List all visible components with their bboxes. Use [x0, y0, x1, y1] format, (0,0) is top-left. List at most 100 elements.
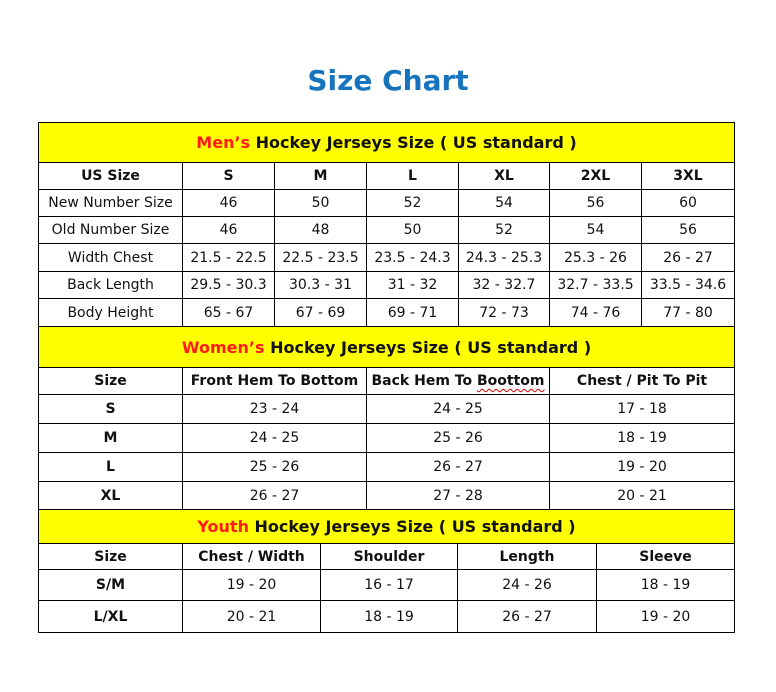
table-cell: 56 [640, 216, 736, 244]
column-header: 3XL [640, 162, 736, 190]
table-row: L 25 - 26 26 - 27 19 - 20 [38, 452, 736, 482]
page-title: Size Chart [307, 64, 469, 97]
column-header-label: Chest / Width [198, 548, 305, 565]
heading-text: Hockey Jerseys Size ( US standard ) [250, 133, 577, 152]
row-label: New Number Size [38, 189, 183, 217]
table-row: XL 26 - 27 27 - 28 20 - 21 [38, 481, 736, 510]
table-cell: 74 - 76 [549, 298, 642, 327]
table-row: S/M 19 - 20 16 - 17 24 - 26 18 - 19 [38, 569, 736, 601]
table-cell: 24 - 25 [182, 423, 367, 453]
heading-category: Men’s [196, 133, 251, 152]
table-row: New Number Size 46 50 52 54 56 60 [38, 189, 736, 217]
table-cell: 50 [274, 189, 367, 217]
table-cell: 31 - 32 [366, 271, 459, 299]
table-cell: 46 [182, 189, 275, 217]
table-cell: 52 [458, 216, 550, 244]
row-label: S/M [38, 569, 183, 601]
column-header: Size [38, 543, 183, 570]
row-label: L/XL [38, 600, 183, 633]
table-cell: 54 [549, 216, 642, 244]
table-cell: 50 [366, 216, 459, 244]
size-chart: Men’s Hockey Jerseys Size ( US standard … [37, 122, 736, 633]
column-header-label: Chest / Pit To Pit [576, 373, 708, 389]
table-cell: 19 - 20 [182, 569, 321, 601]
youth-size-table: Youth Hockey Jerseys Size ( US standard … [37, 509, 736, 633]
table-row: Body Height 65 - 67 67 - 69 69 - 71 72 - 73 7… [38, 298, 736, 327]
column-header: US Size [38, 162, 183, 190]
row-label: Back Length [38, 271, 183, 299]
table-cell: 60 [640, 189, 736, 217]
column-header-label: Size [94, 548, 127, 565]
table-row: Width Chest 21.5 - 22.5 22.5 - 23.5 23.5 - … [38, 243, 736, 272]
table-cell: 18 - 19 [548, 423, 736, 453]
row-label: M [38, 423, 183, 453]
column-header-label: Length [499, 548, 555, 565]
table-cell: 32 - 32.7 [458, 271, 550, 299]
table-cell: 25 - 26 [182, 452, 367, 482]
column-header: Back Hem To Boottom [366, 367, 550, 395]
column-header-label: L [408, 168, 417, 184]
table-cell: 77 - 80 [640, 298, 736, 327]
table-cell: 22.5 - 23.5 [274, 243, 367, 272]
table-cell: 25 - 26 [366, 423, 550, 453]
table-cell: 26 - 27 [366, 452, 550, 482]
column-header: Length [457, 543, 597, 570]
column-header: Chest / Width [182, 543, 321, 570]
table-cell: 27 - 28 [366, 481, 550, 510]
table-cell: 24 - 25 [366, 394, 550, 424]
table-cell: 65 - 67 [182, 298, 275, 327]
row-label: Width Chest [38, 243, 183, 272]
women-size-table: Women’s Hockey Jerseys Size ( US standar… [37, 326, 736, 510]
table-cell: 16 - 17 [320, 569, 458, 601]
column-header-label: US Size [81, 168, 140, 184]
column-header-label: Size [94, 373, 127, 389]
column-header: M [274, 162, 367, 190]
column-header-label: Shoulder [353, 548, 425, 565]
heading-text: Hockey Jerseys Size ( US standard ) [264, 337, 592, 357]
table-cell: 46 [182, 216, 275, 244]
table-cell: 56 [549, 189, 642, 217]
row-label: XL [38, 481, 183, 510]
table-cell: 21.5 - 22.5 [182, 243, 275, 272]
column-header: Sleeve [595, 543, 736, 570]
table-row: M 24 - 25 25 - 26 18 - 19 [38, 423, 736, 453]
women-section-heading: Women’s Hockey Jerseys Size ( US standar… [37, 326, 736, 368]
table-cell: 33.5 - 34.6 [640, 271, 736, 299]
column-header-label: S [223, 168, 234, 184]
table-cell: 24.3 - 25.3 [458, 243, 550, 272]
youth-section-heading: Youth Hockey Jerseys Size ( US standard … [37, 509, 736, 544]
table-cell: 19 - 20 [595, 600, 736, 633]
table-cell: 20 - 21 [182, 600, 321, 633]
column-header-label: Front Hem To Bottom [190, 373, 359, 389]
heading-text: Hockey Jerseys Size ( US standard ) [248, 517, 576, 536]
table-cell: 20 - 21 [548, 481, 736, 510]
column-header: 2XL [549, 162, 642, 190]
column-header-row: US Size S M L XL 2XL 3XL [38, 162, 736, 190]
table-cell: 18 - 19 [320, 600, 458, 633]
men-size-table: Men’s Hockey Jerseys Size ( US standard … [37, 122, 736, 327]
table-cell: 26 - 27 [457, 600, 597, 633]
column-header-label: Back Hem To Boottom [371, 373, 545, 389]
row-label: Old Number Size [38, 216, 183, 244]
table-row: L/XL 20 - 21 18 - 19 26 - 27 19 - 20 [38, 600, 736, 633]
column-header: Shoulder [320, 543, 458, 570]
table-cell: 25.3 - 26 [549, 243, 642, 272]
table-cell: 17 - 18 [548, 394, 736, 424]
heading-category: Youth [197, 517, 249, 536]
column-header: S [182, 162, 275, 190]
row-label: Body Height [38, 298, 183, 327]
table-row: Back Length 29.5 - 30.3 30.3 - 31 31 - 32 32… [38, 271, 736, 299]
table-cell: 23 - 24 [182, 394, 367, 424]
table-cell: 32.7 - 33.5 [549, 271, 642, 299]
table-cell: 67 - 69 [274, 298, 367, 327]
column-header: Front Hem To Bottom [182, 367, 367, 395]
column-header-row: Size Chest / Width Shoulder Length Sleeve [38, 543, 736, 570]
table-cell: 29.5 - 30.3 [182, 271, 275, 299]
table-row: Old Number Size 46 48 50 52 54 56 [38, 216, 736, 244]
table-cell: 19 - 20 [548, 452, 736, 482]
table-cell: 72 - 73 [458, 298, 550, 327]
table-cell: 23.5 - 24.3 [366, 243, 459, 272]
table-cell: 54 [458, 189, 550, 217]
table-cell: 26 - 27 [640, 243, 736, 272]
row-label: S [38, 394, 183, 424]
